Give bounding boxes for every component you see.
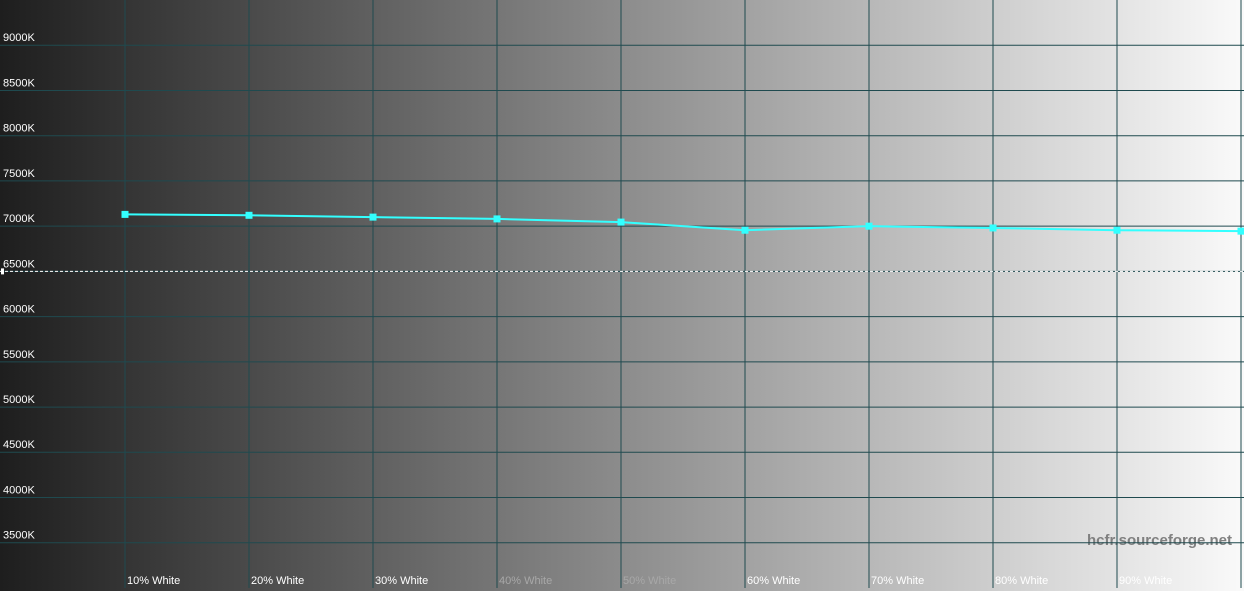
x-tick-label: 70% White [871, 575, 924, 587]
y-tick-label: 6500K [3, 258, 35, 270]
y-tick-label: 8000K [3, 123, 35, 135]
x-tick-label: 10% White [127, 575, 180, 587]
y-tick-label: 7500K [3, 168, 35, 180]
data-point [121, 210, 129, 218]
reference-marker [1, 268, 4, 275]
data-point [741, 226, 749, 234]
y-tick-label: 4500K [3, 439, 35, 451]
series-line [124, 213, 1242, 233]
y-tick-label: 6000K [3, 304, 35, 316]
x-tick-label: 80% White [995, 575, 1048, 587]
y-tick-label: 5500K [3, 349, 35, 361]
data-point [369, 213, 377, 221]
y-tick-label: 7000K [3, 213, 35, 225]
y-tick-label: 4000K [3, 484, 35, 496]
x-tick-label: 60% White [747, 575, 800, 587]
x-tick-label: 40% White [499, 575, 552, 587]
x-tick-label: 50% White [623, 575, 676, 587]
data-point [1113, 226, 1121, 234]
y-tick-label: 5000K [3, 394, 35, 406]
data-point [1237, 227, 1244, 235]
y-tick-label: 9000K [3, 32, 35, 44]
x-tick-label: 20% White [251, 575, 304, 587]
x-tick-label: 30% White [375, 575, 428, 587]
data-point [989, 224, 997, 232]
y-tick-label: 8500K [3, 77, 35, 89]
data-point [617, 218, 625, 226]
data-point [493, 215, 501, 223]
data-point [865, 222, 873, 230]
data-point [245, 211, 253, 219]
x-tick-label: 90% White [1119, 575, 1172, 587]
watermark: hcfr.sourceforge.net [1087, 532, 1232, 549]
y-tick-label: 3500K [3, 530, 35, 542]
